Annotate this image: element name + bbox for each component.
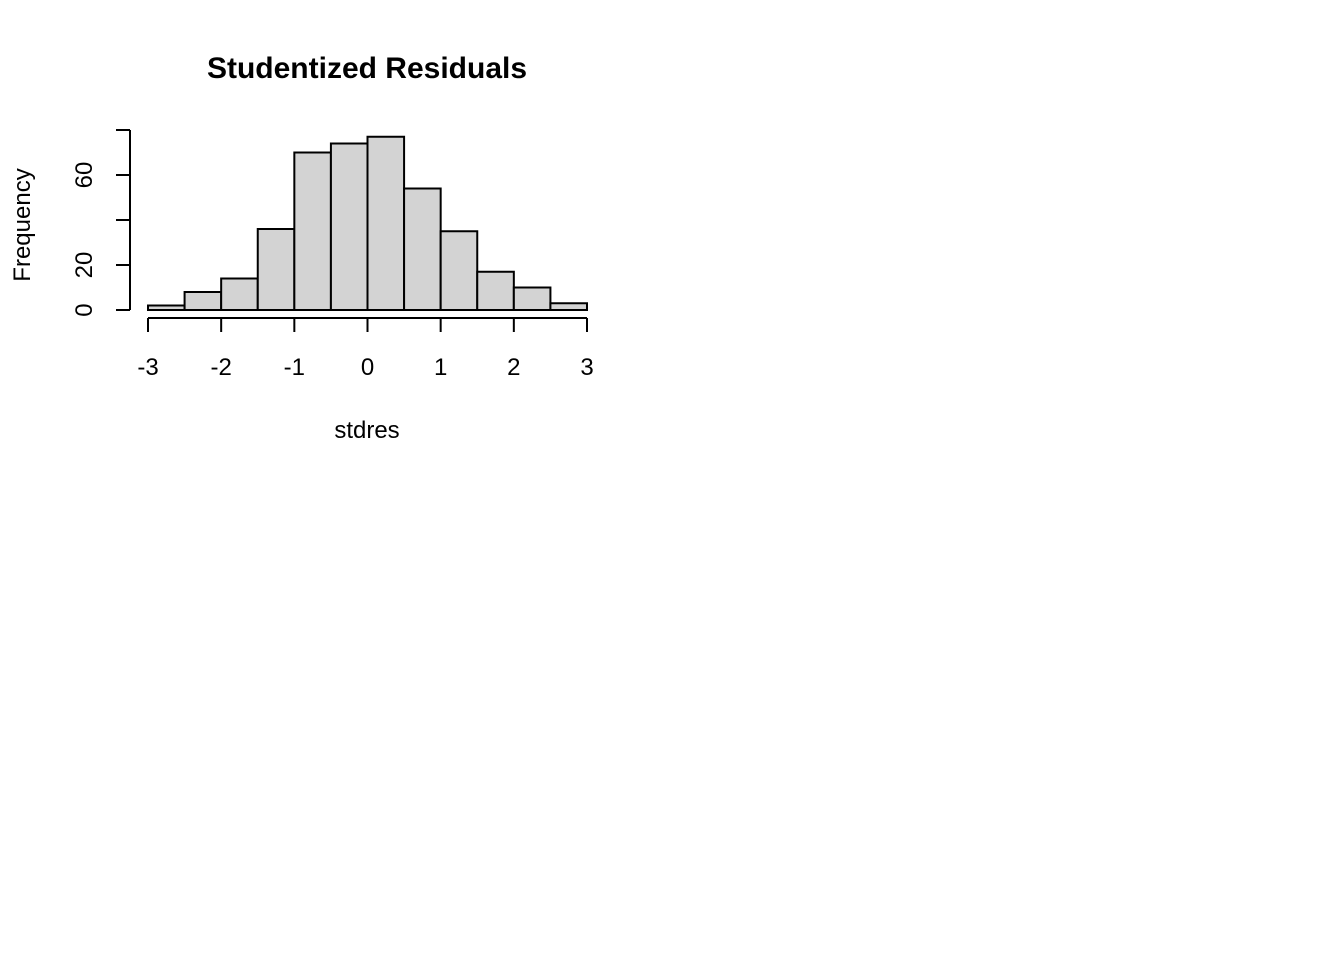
chart-title: Studentized Residuals xyxy=(207,52,527,85)
x-axis-label: stdres xyxy=(334,417,399,444)
histogram-bar xyxy=(439,230,479,311)
y-tick-label: 20 xyxy=(71,252,98,279)
histogram-bar xyxy=(476,270,515,311)
y-axis-label: Frequency xyxy=(9,168,36,281)
histogram-bar xyxy=(366,135,406,311)
histogram-bar xyxy=(220,277,259,311)
x-tick-label: -3 xyxy=(137,354,158,381)
histogram-bar xyxy=(147,304,186,311)
histogram-bars xyxy=(147,135,589,311)
x-tick-label: 2 xyxy=(507,354,520,381)
y-tick-label: 0 xyxy=(71,303,98,316)
x-tick-label: -1 xyxy=(284,354,305,381)
histogram-bar xyxy=(403,187,442,311)
histogram-bar xyxy=(256,228,296,311)
histogram-bar xyxy=(549,302,589,311)
histogram-bar xyxy=(293,151,332,311)
x-tick-label: 0 xyxy=(361,354,374,381)
histogram-bar xyxy=(329,142,369,311)
histogram-bar xyxy=(512,286,552,311)
y-tick-label: 60 xyxy=(71,162,98,189)
x-tick-label: -2 xyxy=(210,354,231,381)
y-axis: 0 20 60 xyxy=(71,129,131,317)
x-tick-label: 1 xyxy=(434,354,447,381)
histogram-bar xyxy=(183,291,223,311)
x-axis: -3 -2 -1 0 1 2 3 xyxy=(137,317,594,381)
x-tick-label: 3 xyxy=(580,354,593,381)
